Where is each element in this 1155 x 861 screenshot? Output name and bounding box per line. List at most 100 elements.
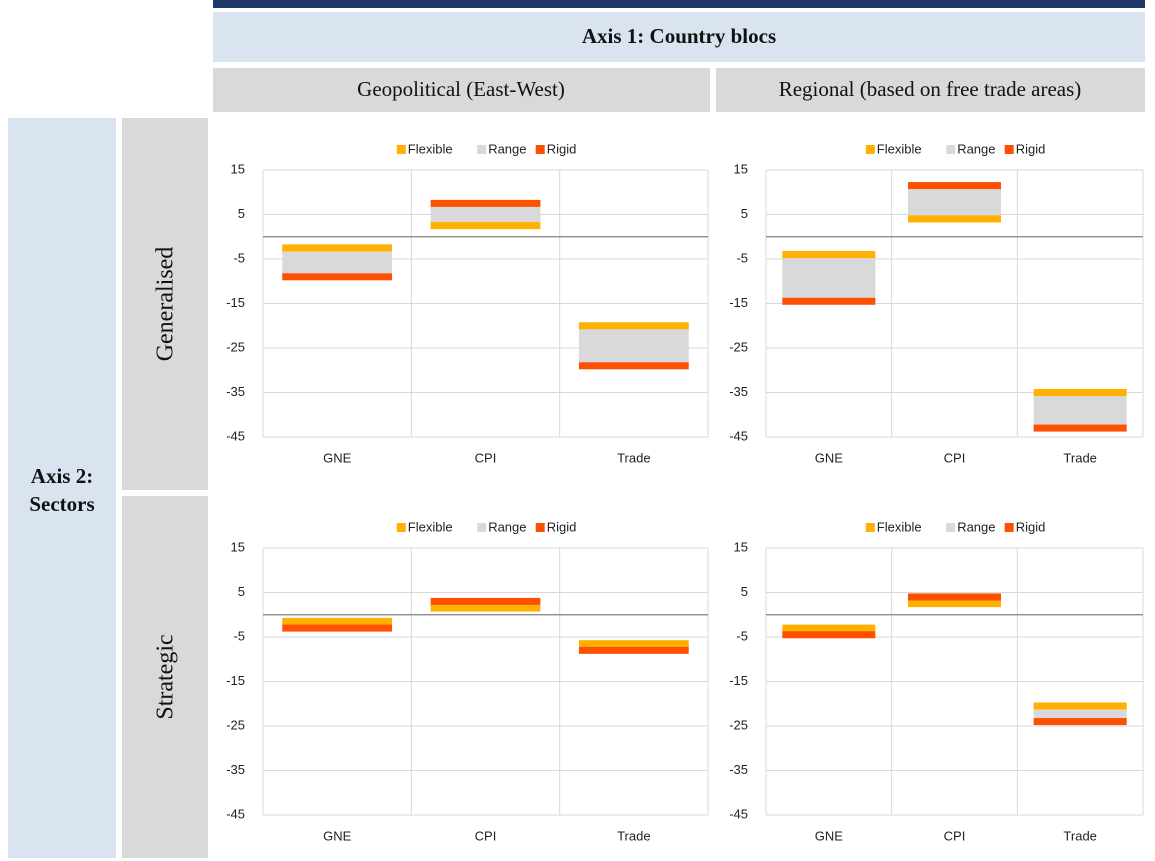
- row-axis-title: Sectors: [29, 492, 94, 516]
- column-title: Regional (based on free trade areas): [779, 77, 1082, 101]
- y-tick-label: -25: [226, 339, 245, 354]
- range-marker: [430, 199, 541, 207]
- range-marker: [1033, 702, 1127, 710]
- row-axis-header: [8, 118, 116, 858]
- y-tick-label: -45: [729, 806, 748, 821]
- y-tick-label: -45: [729, 428, 748, 443]
- legend-label: Range: [957, 141, 995, 156]
- range-box: [282, 247, 393, 277]
- range-marker: [578, 646, 689, 654]
- y-tick-label: -15: [729, 295, 748, 310]
- range-marker: [282, 273, 393, 281]
- range-box: [1033, 392, 1127, 429]
- legend-label: Range: [488, 141, 526, 156]
- y-tick-label: 5: [741, 584, 748, 599]
- range-marker: [1033, 424, 1127, 432]
- y-tick-label: 15: [734, 539, 748, 554]
- range-box: [578, 325, 689, 366]
- y-tick-label: -5: [233, 628, 245, 643]
- x-tick-label: GNE: [323, 450, 352, 465]
- row-header: [122, 118, 208, 490]
- range-marker: [282, 617, 393, 625]
- legend-label: Range: [488, 519, 526, 534]
- range-box: [908, 185, 1001, 219]
- column-header: [213, 68, 710, 112]
- legend-label: Rigid: [547, 141, 577, 156]
- y-tick-label: -45: [226, 806, 245, 821]
- legend-swatch: [477, 145, 487, 154]
- legend-swatch: [1004, 523, 1014, 532]
- y-tick-label: -35: [226, 762, 245, 777]
- y-tick-label: -35: [729, 762, 748, 777]
- legend-swatch: [477, 523, 487, 532]
- y-tick-label: -5: [736, 250, 748, 265]
- y-tick-label: -5: [233, 250, 245, 265]
- legend-swatch: [1004, 145, 1014, 154]
- x-tick-label: CPI: [944, 828, 966, 843]
- legend-swatch: [946, 145, 956, 154]
- x-tick-label: CPI: [475, 450, 497, 465]
- x-tick-label: CPI: [944, 450, 966, 465]
- legend-label: Flexible: [877, 519, 922, 534]
- range-marker: [908, 600, 1001, 608]
- y-tick-label: -5: [736, 628, 748, 643]
- row-title: Strategic: [153, 634, 179, 719]
- y-tick-label: -15: [226, 673, 245, 688]
- y-tick-label: 15: [734, 161, 748, 176]
- row-title: Generalised: [153, 247, 179, 362]
- column-axis-title: Axis 1: Country blocs: [582, 24, 776, 48]
- legend-swatch: [946, 523, 956, 532]
- legend-swatch: [396, 523, 406, 532]
- range-box: [1033, 705, 1127, 722]
- range-marker: [782, 297, 876, 305]
- y-tick-label: 15: [231, 161, 245, 176]
- y-tick-label: -35: [226, 384, 245, 399]
- y-tick-label: 5: [238, 584, 245, 599]
- y-tick-label: -15: [729, 673, 748, 688]
- range-marker: [908, 215, 1001, 223]
- range-marker: [782, 251, 876, 259]
- legend-swatch: [535, 523, 545, 532]
- range-marker: [578, 322, 689, 330]
- y-tick-label: -45: [226, 428, 245, 443]
- legend-swatch: [396, 145, 406, 154]
- column-axis-header: [213, 12, 1145, 62]
- y-tick-label: 5: [741, 206, 748, 221]
- legend-label: Flexible: [408, 519, 453, 534]
- legend-label: Rigid: [1016, 141, 1046, 156]
- legend-swatch: [535, 145, 545, 154]
- title-bar: [213, 0, 1145, 8]
- range-marker: [578, 640, 689, 648]
- row-axis-title: Axis 2:: [31, 464, 93, 488]
- y-tick-label: -35: [729, 384, 748, 399]
- x-tick-label: Trade: [1063, 828, 1096, 843]
- column-header: [716, 68, 1145, 112]
- y-tick-label: -25: [729, 717, 748, 732]
- y-tick-label: 5: [238, 206, 245, 221]
- legend-label: Flexible: [877, 141, 922, 156]
- range-marker: [430, 604, 541, 612]
- legend-label: Rigid: [1016, 519, 1046, 534]
- range-marker: [282, 244, 393, 252]
- row-header: [122, 496, 208, 858]
- x-tick-label: GNE: [323, 828, 352, 843]
- x-tick-label: GNE: [815, 828, 844, 843]
- range-marker: [908, 593, 1001, 601]
- x-tick-label: Trade: [1063, 450, 1096, 465]
- range-marker: [430, 597, 541, 605]
- y-tick-label: -25: [729, 339, 748, 354]
- y-tick-label: 15: [231, 539, 245, 554]
- range-marker: [578, 362, 689, 370]
- range-marker: [1033, 389, 1127, 396]
- x-tick-label: Trade: [617, 450, 650, 465]
- range-marker: [782, 631, 876, 639]
- range-marker: [1033, 718, 1127, 726]
- range-marker: [782, 624, 876, 632]
- legend-label: Flexible: [408, 141, 453, 156]
- range-box: [430, 203, 541, 226]
- range-box: [782, 254, 876, 302]
- x-tick-label: Trade: [617, 828, 650, 843]
- range-marker: [908, 182, 1001, 190]
- range-marker: [430, 222, 541, 230]
